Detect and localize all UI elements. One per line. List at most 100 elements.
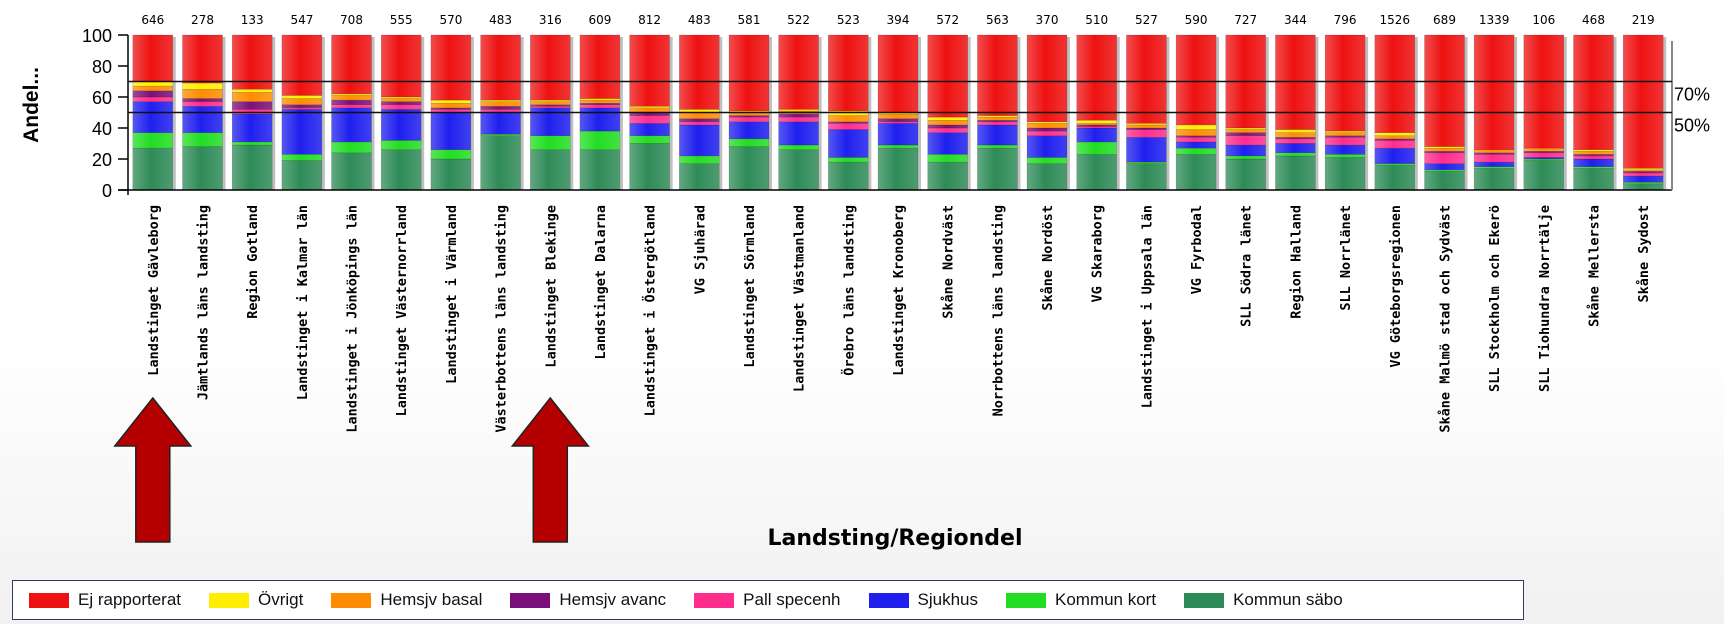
- bar-segment: [1026, 163, 1068, 191]
- bar-segment: [1622, 172, 1664, 177]
- bar-shadow: [967, 37, 971, 190]
- bar-segment: [778, 121, 819, 146]
- bar-segment: [579, 104, 621, 109]
- category-label: Skåne Malmö stad och Sydväst: [1437, 205, 1454, 433]
- bar-segment: [977, 147, 1018, 191]
- bar-segment: [927, 120, 968, 126]
- bar-count-label: 344: [1284, 13, 1307, 27]
- bar-count-label: 370: [1036, 13, 1059, 27]
- bar-shadow: [669, 37, 673, 190]
- bar-shadow: [371, 37, 375, 190]
- bar-segment: [1324, 154, 1366, 158]
- bar-segment: [1473, 161, 1515, 168]
- bar-segment: [1026, 130, 1068, 137]
- bar-segment: [480, 106, 521, 110]
- bar-segment: [281, 34, 323, 96]
- bar-segment: [1523, 152, 1565, 158]
- bar-segment: [1473, 149, 1515, 154]
- bar-segment: [728, 34, 770, 112]
- category-label: Skåne Nordväst: [940, 205, 957, 319]
- bar-segment: [1424, 152, 1465, 164]
- bar-segment: [877, 123, 919, 146]
- bar-segment: [927, 132, 968, 155]
- bar-segment: [828, 123, 869, 130]
- bar-segment: [1523, 34, 1565, 149]
- bar-segment: [281, 109, 323, 155]
- bar-segment: [1175, 129, 1217, 137]
- bar-count-label: 316: [539, 13, 562, 27]
- bar-segment: [1324, 144, 1366, 155]
- category-label: VG Sjuhärad: [692, 205, 708, 294]
- bar-shadow: [1365, 37, 1369, 190]
- category-label: Landstinget Sörmland: [742, 205, 758, 368]
- bar-count-label: 555: [390, 13, 413, 27]
- bar-count-label: 646: [141, 13, 164, 27]
- bar-segment: [1573, 151, 1614, 155]
- bar-count-label: 527: [1135, 13, 1158, 27]
- bar-segment: [380, 34, 422, 98]
- bar-segment: [380, 140, 422, 150]
- bar-shadow: [818, 37, 822, 190]
- bar-segment: [679, 118, 720, 123]
- bar-shadow: [1067, 37, 1070, 190]
- bar-count-label: 609: [588, 13, 611, 27]
- bar-segment: [1126, 34, 1167, 124]
- bar-segment: [281, 104, 323, 109]
- category-label: Landstinget Västmanland: [792, 205, 808, 392]
- y-tick-label: 0: [102, 181, 112, 201]
- bar-segment: [1175, 141, 1217, 149]
- bar-segment: [1225, 144, 1266, 157]
- bar-count-label: 727: [1234, 13, 1257, 27]
- bar-segment: [977, 116, 1018, 121]
- bar-segment: [778, 34, 819, 110]
- category-label: Landstinget i Jönköpings län: [345, 205, 361, 433]
- bar-shadow: [321, 37, 325, 190]
- bar-segment: [182, 98, 223, 102]
- bar-segment: [331, 104, 372, 109]
- bar-segment: [828, 34, 869, 112]
- bar-segment: [927, 161, 968, 191]
- bar-segment: [1523, 160, 1565, 191]
- category-label: Jämtlands läns landsting: [196, 205, 212, 400]
- legend-swatch: [868, 592, 909, 608]
- bar-segment: [877, 121, 919, 124]
- bar-segment: [480, 112, 521, 135]
- category-label: Landstinget i Värmland: [444, 205, 460, 384]
- bar-segment: [1275, 137, 1316, 140]
- y-tick-label: 80: [92, 57, 112, 77]
- bar-segment: [1225, 155, 1266, 160]
- bar-shadow: [1563, 37, 1567, 190]
- bar-shadow: [570, 37, 574, 190]
- bar-segment: [977, 121, 1018, 126]
- category-label: SLL Södra länet: [1239, 205, 1255, 327]
- bar-segment: [679, 124, 720, 157]
- bars-layer: [132, 34, 1667, 191]
- bar-segment: [927, 116, 968, 121]
- bar-shadow: [1166, 37, 1170, 190]
- category-labels-layer: Landstinget Gävleborg Jämtlands läns land…: [146, 205, 1652, 433]
- bar-segment: [877, 113, 919, 119]
- bar-segment: [380, 149, 422, 191]
- bar-segment: [281, 154, 323, 161]
- bar-segment: [728, 116, 770, 123]
- bar-segment: [778, 149, 819, 191]
- bar-count-label: 278: [191, 13, 214, 27]
- bar-count-label: 468: [1582, 13, 1605, 27]
- bar-segment: [1126, 163, 1167, 191]
- bar-segment: [331, 95, 372, 101]
- y-tick-label: 100: [82, 26, 112, 46]
- bar-segment: [679, 163, 720, 191]
- bar-segment: [679, 121, 720, 126]
- bar-shadow: [719, 37, 723, 190]
- category-label: Region Gotland: [245, 205, 261, 319]
- bar-segment: [1275, 155, 1316, 191]
- bar-segment: [679, 112, 720, 119]
- legend-swatch: [1184, 592, 1225, 608]
- reference-lines-layer: 70% 50%: [128, 80, 1710, 136]
- bar-segment: [629, 115, 670, 124]
- bar-segment: [1225, 129, 1266, 133]
- bar-segment: [132, 96, 174, 102]
- category-label: Landstinget Dalarna: [593, 205, 609, 359]
- bar-shadow: [619, 37, 623, 190]
- bar-segment: [877, 144, 919, 149]
